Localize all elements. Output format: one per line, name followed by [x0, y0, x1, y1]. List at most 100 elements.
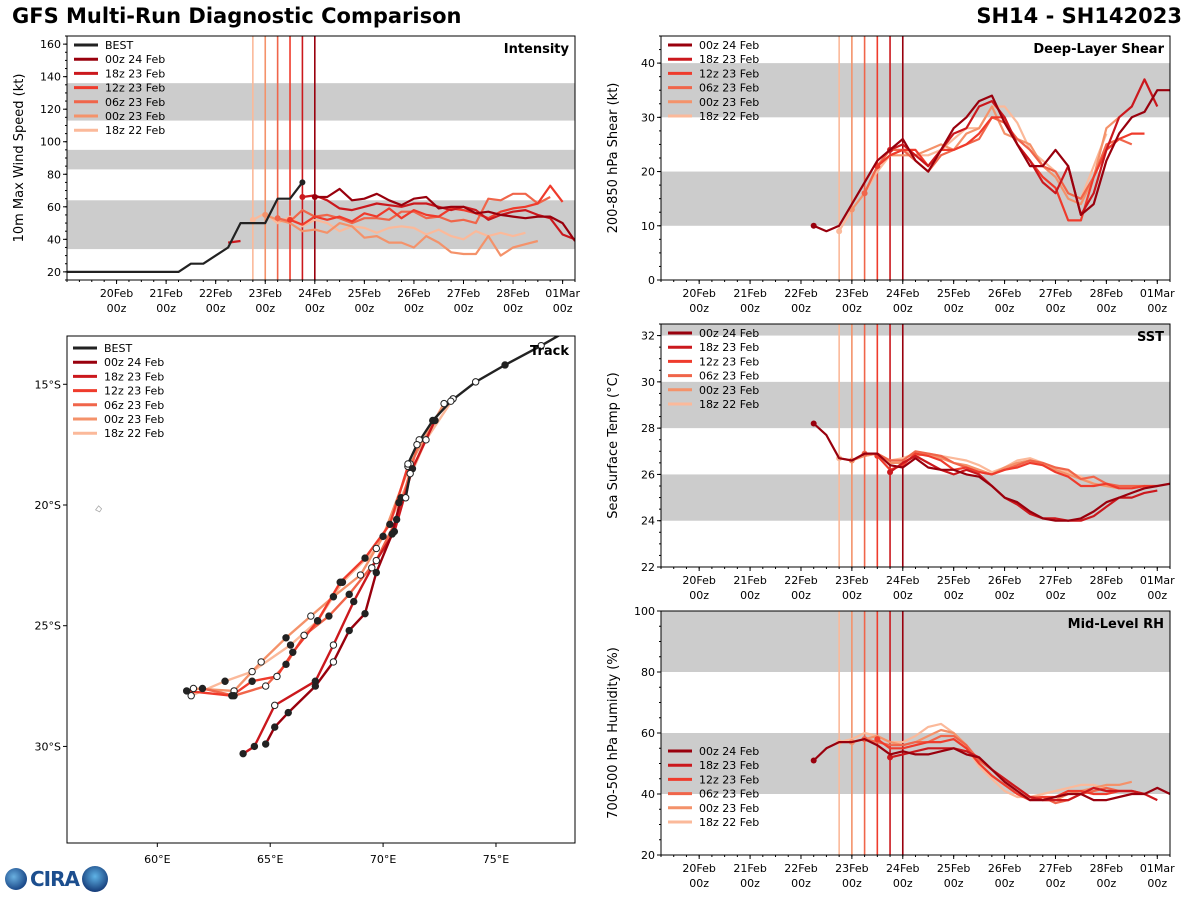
track-point — [300, 631, 308, 640]
logo-ring-icon — [5, 868, 27, 890]
intensity-series-line — [277, 192, 551, 225]
intensity-xtick-label: 00z — [305, 302, 325, 315]
sst-xtick-label: 24Feb — [886, 574, 919, 587]
track-point — [261, 682, 270, 690]
track-point — [406, 469, 414, 478]
track-point — [379, 532, 387, 541]
intensity-series-start-point — [311, 194, 318, 201]
rh-plot-area — [661, 611, 1170, 855]
intensity-legend-label: 12z 23 Feb — [105, 82, 165, 95]
sst-ytick-label: 32 — [641, 330, 655, 343]
shear-series-start-point — [861, 190, 868, 197]
rh-ytick-label: 80 — [641, 666, 655, 679]
sst-xtick-label: 00z — [842, 589, 862, 602]
track-point — [350, 597, 358, 606]
sst-legend-label: 00z 23 Feb — [699, 384, 759, 397]
rh-ytick-label: 40 — [641, 788, 655, 801]
intensity-ytick-label: 80 — [47, 168, 61, 181]
rh-legend-label: 06z 23 Feb — [699, 788, 759, 801]
rh-shade-band — [661, 611, 1170, 672]
sst-title: SST — [1137, 330, 1164, 345]
intensity-shade-band — [67, 200, 575, 250]
track-legend-label: 00z 24 Feb — [104, 356, 164, 369]
rh-legend-label: 00z 23 Feb — [699, 802, 759, 815]
rh-series-start-point — [874, 736, 881, 743]
sst-xtick-label: 27Feb — [1039, 574, 1072, 587]
intensity-xtick-label: 00z — [354, 302, 374, 315]
track-point — [307, 612, 315, 620]
sst-xtick-label: 22Feb — [784, 574, 817, 587]
intensity-series-line — [289, 184, 564, 226]
shear-title: Deep-Layer Shear — [1033, 42, 1164, 57]
shear-xtick-label: 21Feb — [733, 287, 766, 300]
sst-plot-area — [661, 324, 1170, 567]
sst-ytick-label: 28 — [641, 422, 655, 435]
track-point — [345, 626, 353, 635]
intensity-xtick-label: 00z — [156, 302, 176, 315]
rh-xtick-label: 00z — [1096, 877, 1116, 890]
intensity-series-start-point — [262, 211, 269, 218]
sst-xtick-label: 21Feb — [733, 574, 766, 587]
intensity-series-line — [264, 213, 539, 257]
shear-xtick-label: 22Feb — [784, 287, 817, 300]
intensity-ytick-label: 60 — [47, 201, 61, 214]
intensity-series-start-point — [249, 216, 256, 223]
rh-series-start-point — [887, 754, 894, 761]
rh-xtick-label: 01Mar — [1140, 862, 1175, 875]
track-xtick-label: 65°E — [257, 853, 283, 866]
intensity-series-line — [314, 187, 575, 242]
sst-series-line — [876, 452, 1158, 490]
rh-series-start-point — [810, 757, 817, 764]
track-xtick-label: 60°E — [144, 853, 170, 866]
track-point — [413, 440, 421, 449]
shear-ytick-label: 0 — [648, 274, 655, 287]
track-point — [282, 634, 290, 642]
island-outline — [95, 505, 103, 513]
track-legend-label: 12z 23 Feb — [104, 385, 164, 398]
sst-xtick-label: 00z — [893, 589, 913, 602]
sst-series-line — [812, 422, 1170, 522]
intensity-xtick-label: 00z — [553, 302, 573, 315]
shear-shade-band — [661, 171, 1170, 226]
sst-xtick-label: 00z — [944, 589, 964, 602]
track-title: Track — [530, 344, 569, 359]
intensity-series-start-point — [299, 194, 306, 201]
shear-ytick-label: 40 — [641, 57, 655, 70]
track-point — [282, 660, 290, 669]
sst-xtick-label: 00z — [1147, 589, 1167, 602]
track-ytick-label: 25°S — [35, 620, 61, 633]
track-point — [440, 399, 448, 408]
rh-xtick-label: 27Feb — [1039, 862, 1072, 875]
track-point — [261, 740, 270, 748]
shear-xtick-label: 00z — [1096, 302, 1116, 315]
intensity-xtick-label: 24Feb — [298, 287, 331, 300]
intensity-plot-area — [67, 36, 575, 280]
track-line — [264, 497, 403, 745]
logo-globe-icon — [82, 866, 108, 892]
sst-series-line — [851, 452, 1120, 490]
track-legend-label: 00z 23 Feb — [104, 413, 164, 426]
intensity-best-latest-point — [299, 179, 306, 186]
track-point — [336, 578, 344, 586]
track-point — [361, 609, 369, 618]
intensity-xtick-label: 00z — [503, 302, 523, 315]
track-point — [537, 341, 545, 350]
rh-panel: 20 40 60 80 100 20Feb 00z 21Feb 00z 22Feb 00z 23Feb… — [606, 605, 1175, 890]
rh-xtick-label: 00z — [689, 877, 709, 890]
shear-ylabel: 200-850 hPa Shear (kt) — [606, 83, 621, 234]
shear-legend-label: 18z 22 Feb — [699, 110, 759, 123]
shear-series-line — [813, 89, 1170, 233]
track-legend-label: BEST — [104, 342, 132, 355]
sst-ytick-label: 22 — [641, 561, 655, 574]
track-point — [401, 494, 410, 502]
sst-series-start-point — [887, 469, 894, 476]
rh-xtick-label: 21Feb — [733, 862, 766, 875]
shear-xtick-label: 01Mar — [1140, 287, 1175, 300]
sst-series-start-point — [810, 420, 817, 427]
intensity-ytick-label: 120 — [40, 103, 61, 116]
shear-legend-label: 06z 23 Feb — [699, 82, 759, 95]
shear-xtick-label: 00z — [893, 302, 913, 315]
sst-xtick-label: 01Mar — [1140, 574, 1175, 587]
track-point — [392, 515, 401, 524]
intensity-ytick-label: 40 — [47, 233, 61, 246]
